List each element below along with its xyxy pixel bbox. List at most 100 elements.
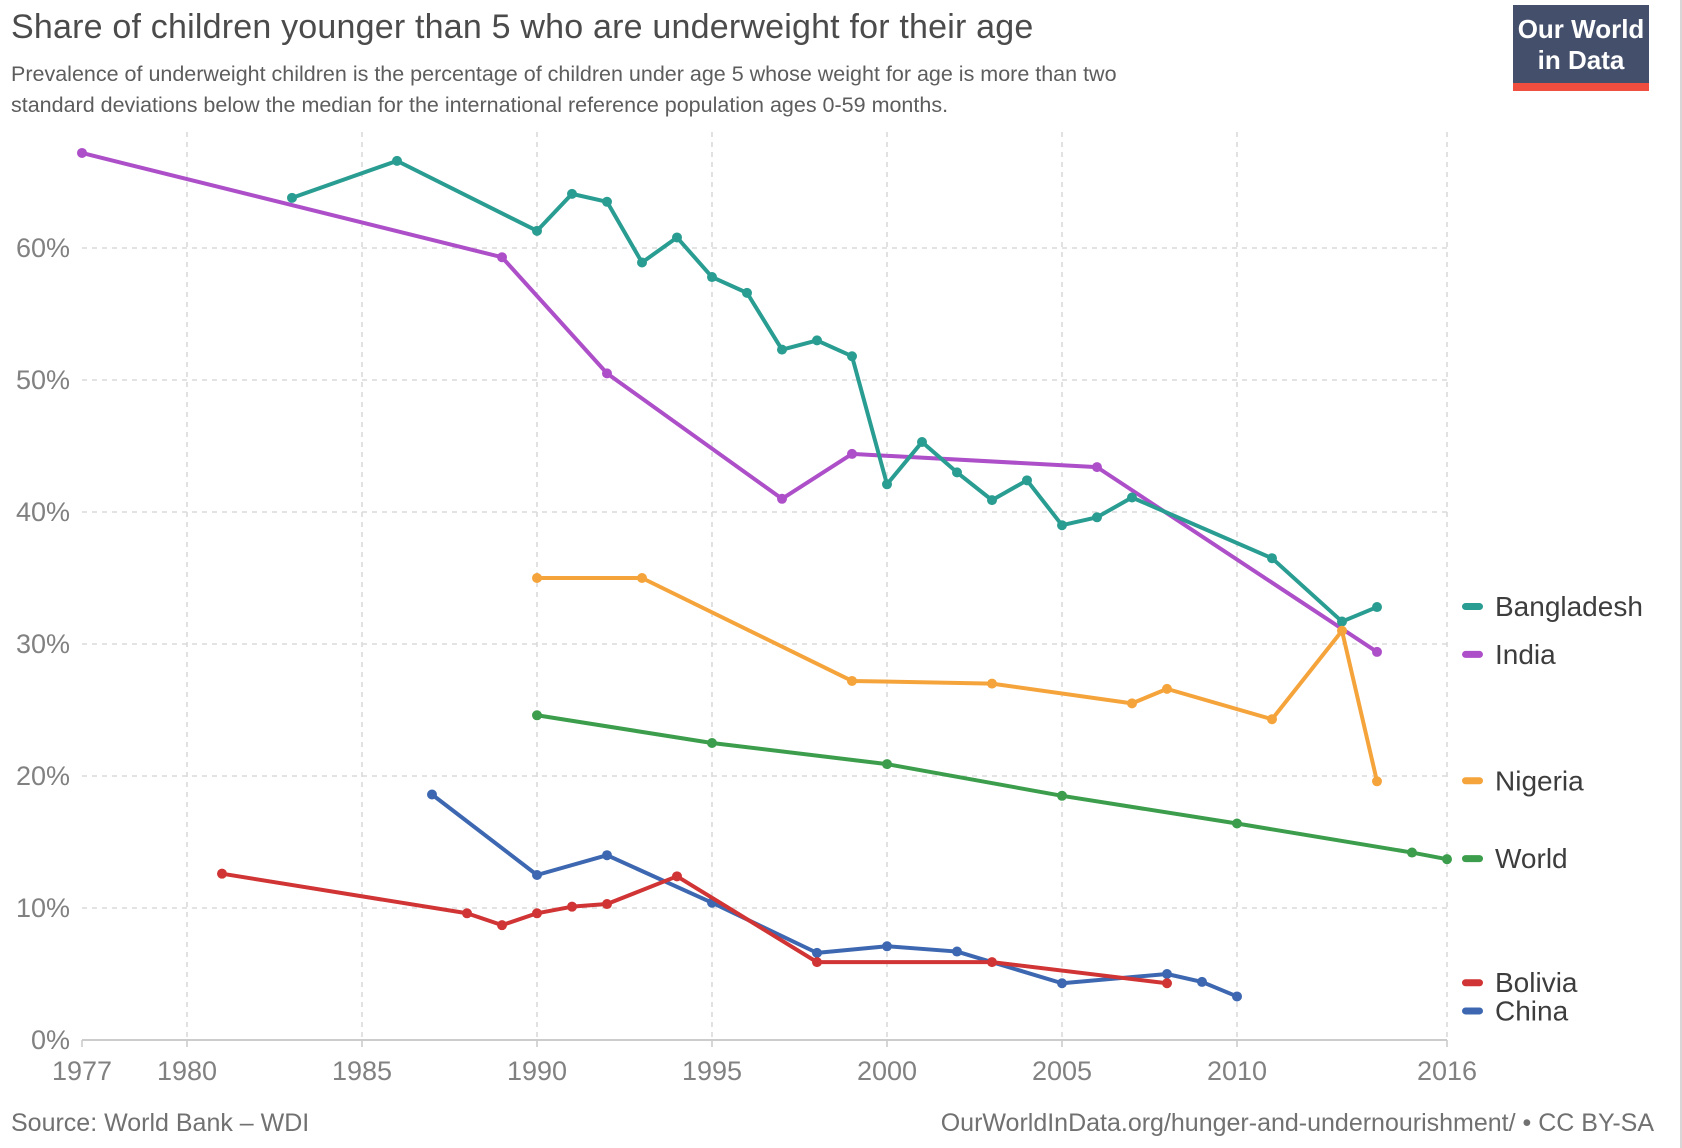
series-line-bolivia[interactable] [220, 871, 1169, 986]
data-point-china[interactable] [1162, 969, 1172, 979]
data-point-india[interactable] [777, 493, 787, 504]
data-point-bangladesh[interactable] [1092, 512, 1102, 523]
x-axis-tick-label: 1977 [52, 1056, 112, 1086]
legend-label-nigeria: Nigeria [1495, 765, 1584, 796]
data-point-bolivia[interactable] [462, 908, 472, 919]
data-point-bangladesh[interactable] [532, 225, 542, 236]
data-point-world[interactable] [1442, 854, 1452, 865]
data-point-china[interactable] [1057, 978, 1067, 989]
legend-item-bolivia[interactable]: Bolivia [1462, 967, 1578, 998]
data-point-bangladesh[interactable] [1267, 553, 1277, 564]
legend-swatch-bolivia [1462, 979, 1483, 987]
x-axis-tick-label: 2005 [1032, 1056, 1092, 1086]
data-point-nigeria[interactable] [987, 678, 997, 689]
data-point-bangladesh[interactable] [602, 196, 612, 207]
data-point-world[interactable] [882, 759, 892, 770]
data-point-bangladesh[interactable] [742, 287, 752, 298]
data-point-bangladesh[interactable] [917, 437, 927, 448]
x-axis-tick-label: 1990 [507, 1056, 567, 1086]
data-point-nigeria[interactable] [1337, 625, 1347, 636]
data-point-india[interactable] [77, 147, 87, 158]
legend-item-bangladesh[interactable]: Bangladesh [1462, 591, 1643, 622]
data-point-china[interactable] [427, 789, 437, 800]
data-point-nigeria[interactable] [1372, 776, 1382, 787]
data-point-bangladesh[interactable] [882, 479, 892, 490]
data-point-bolivia[interactable] [217, 868, 227, 879]
legend-swatch-nigeria [1462, 777, 1483, 785]
legend-label-bolivia: Bolivia [1495, 967, 1578, 998]
data-point-china[interactable] [812, 947, 822, 958]
legend-swatch-india [1462, 650, 1483, 658]
data-point-china[interactable] [952, 946, 962, 957]
legend-item-china[interactable]: China [1462, 995, 1569, 1026]
data-point-nigeria[interactable] [1267, 714, 1277, 725]
data-point-bangladesh[interactable] [1337, 616, 1347, 627]
legend-item-world[interactable]: World [1462, 843, 1568, 874]
legend-item-india[interactable]: India [1462, 639, 1556, 670]
data-point-china[interactable] [1232, 991, 1242, 1002]
data-point-world[interactable] [1407, 847, 1417, 858]
data-point-bangladesh[interactable] [707, 272, 717, 283]
y-axis-tick-label: 10% [16, 893, 70, 923]
data-point-world[interactable] [1232, 818, 1242, 829]
owid-logo-accent-bar [1513, 83, 1649, 92]
data-point-bangladesh[interactable] [672, 232, 682, 243]
legend-item-nigeria[interactable]: Nigeria [1462, 765, 1584, 796]
data-point-bangladesh[interactable] [567, 188, 577, 199]
x-axis-tick-label: 1985 [332, 1056, 392, 1086]
series-line-bangladesh[interactable] [290, 158, 1379, 624]
data-point-china[interactable] [882, 941, 892, 952]
y-axis-tick-label: 30% [16, 629, 70, 659]
data-point-bangladesh[interactable] [777, 344, 787, 355]
data-point-bangladesh[interactable] [987, 495, 997, 506]
data-point-china[interactable] [532, 870, 542, 880]
data-point-bolivia[interactable] [567, 901, 577, 912]
legend-swatch-china [1462, 1007, 1483, 1015]
source-note: Source: World Bank – WDI [11, 1109, 310, 1137]
series-line-nigeria[interactable] [535, 576, 1379, 784]
x-axis-tick-label: 2010 [1207, 1056, 1267, 1086]
data-point-china[interactable] [1197, 976, 1207, 987]
series-line-china[interactable] [430, 792, 1239, 999]
data-point-bolivia[interactable] [987, 957, 997, 968]
data-point-india[interactable] [1092, 462, 1102, 473]
data-point-china[interactable] [602, 850, 612, 861]
credit-link[interactable]: OurWorldInData.org/hunger-and-undernouri… [940, 1109, 1654, 1137]
owid-logo[interactable]: Our World in Data [1513, 5, 1649, 92]
data-point-nigeria[interactable] [637, 573, 647, 583]
data-point-india[interactable] [847, 448, 857, 459]
data-point-bangladesh[interactable] [637, 257, 647, 268]
data-point-bolivia[interactable] [672, 871, 682, 882]
data-point-bolivia[interactable] [602, 899, 612, 910]
data-point-nigeria[interactable] [1127, 698, 1137, 709]
data-point-world[interactable] [532, 710, 542, 721]
data-point-nigeria[interactable] [847, 675, 857, 686]
data-point-india[interactable] [602, 368, 612, 379]
data-point-bangladesh[interactable] [952, 467, 962, 478]
x-axis-tick-label: 1995 [682, 1056, 742, 1086]
data-point-world[interactable] [707, 738, 717, 748]
data-point-world[interactable] [1057, 790, 1067, 801]
series-line-world[interactable] [535, 713, 1449, 862]
data-point-nigeria[interactable] [532, 573, 542, 583]
data-point-bangladesh[interactable] [812, 335, 822, 346]
data-point-bolivia[interactable] [497, 920, 507, 931]
data-point-india[interactable] [1372, 646, 1382, 657]
series-line-india[interactable] [80, 150, 1379, 654]
data-point-bolivia[interactable] [812, 957, 822, 968]
data-point-bangladesh[interactable] [392, 155, 402, 166]
data-point-bangladesh[interactable] [287, 192, 297, 203]
owid-logo-text-line2: in Data [1537, 44, 1625, 75]
data-point-bolivia[interactable] [1162, 978, 1172, 989]
y-axis-tick-label: 60% [16, 233, 70, 263]
data-point-india[interactable] [497, 252, 507, 263]
data-point-bangladesh[interactable] [1127, 492, 1137, 503]
data-point-bangladesh[interactable] [1372, 602, 1382, 613]
data-point-bangladesh[interactable] [1057, 520, 1067, 531]
data-point-bangladesh[interactable] [847, 351, 857, 362]
data-point-nigeria[interactable] [1162, 683, 1172, 694]
data-point-bolivia[interactable] [532, 908, 542, 919]
data-point-bangladesh[interactable] [1022, 475, 1032, 486]
